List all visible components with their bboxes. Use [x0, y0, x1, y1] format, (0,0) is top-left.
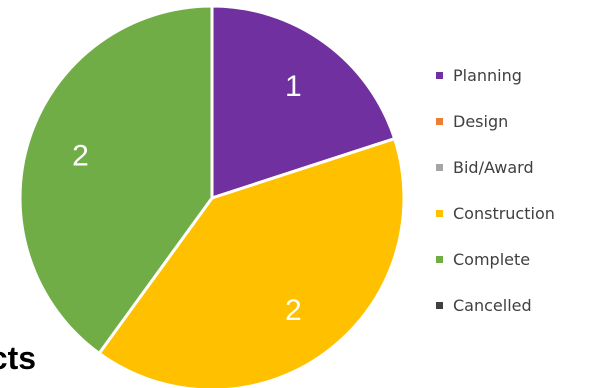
legend-label-construction: Construction: [453, 204, 555, 223]
legend-item-planning: Planning: [436, 64, 555, 87]
data-label-planning: 1: [285, 70, 302, 103]
caption: ects: [0, 340, 593, 388]
pie-slice-planning: [210, 4, 397, 200]
pie-slice-complete: [18, 4, 214, 355]
legend-swatch-bid-award: [436, 164, 443, 171]
legend-swatch-planning: [436, 72, 443, 79]
legend-label-bid-award: Bid/Award: [453, 158, 534, 177]
legend-item-cancelled: Cancelled: [436, 294, 555, 317]
legend-label-design: Design: [453, 112, 509, 131]
legend-label-complete: Complete: [453, 250, 531, 269]
pie-slice-construction: [97, 137, 406, 388]
legend-item-construction: Construction: [436, 202, 555, 225]
legend-swatch-design: [436, 118, 443, 125]
legend-swatch-cancelled: [436, 302, 443, 309]
pie-data-labels: 1 2 2: [72, 70, 301, 327]
legend-item-bid-award: Bid/Award: [436, 156, 555, 179]
legend-item-complete: Complete: [436, 248, 555, 271]
legend-item-design: Design: [436, 110, 555, 133]
chart-legend: Planning Design Bid/Award Construction C…: [436, 64, 555, 317]
data-label-construction: 2: [285, 294, 302, 327]
legend-label-planning: Planning: [453, 66, 522, 85]
pie-slices: [18, 4, 406, 388]
legend-swatch-construction: [436, 210, 443, 217]
data-label-complete: 2: [72, 139, 89, 172]
caption-text: ects: [0, 340, 37, 376]
legend-label-cancelled: Cancelled: [453, 296, 532, 315]
legend-swatch-complete: [436, 256, 443, 263]
